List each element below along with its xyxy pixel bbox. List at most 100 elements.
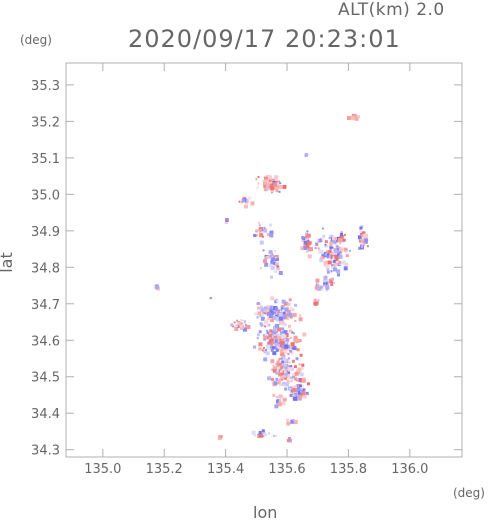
echo-pixel <box>278 190 281 193</box>
x-axis-ticks: 135.0 135.2 135.4 135.6 135.8 136.0 <box>84 63 428 477</box>
echo-pixel <box>263 432 267 436</box>
echo-pixel <box>323 282 326 285</box>
echo-pixel <box>290 394 293 397</box>
echo-pixel <box>275 309 278 312</box>
echo-pixel <box>281 363 286 368</box>
echo-pixel <box>237 324 241 327</box>
echo-pixel <box>361 233 365 237</box>
echo-pixel <box>270 183 274 187</box>
echo-pixel <box>321 238 324 241</box>
echo-pixel <box>300 388 303 391</box>
echo-pixel <box>288 304 291 307</box>
echo-pixel <box>257 306 260 310</box>
echo-pixel <box>336 247 339 250</box>
echo-pixel <box>275 317 280 322</box>
echo-pixel <box>292 346 297 351</box>
echo-pixel <box>322 234 326 238</box>
echo-pixel <box>219 435 223 439</box>
echo-pixel <box>298 384 302 388</box>
echo-pixel <box>268 324 271 327</box>
echo-pixel <box>280 341 285 345</box>
echo-pixel <box>270 318 274 323</box>
echo-pixel <box>259 233 264 238</box>
echo-pixel <box>288 367 293 372</box>
echo-pixel <box>282 356 285 359</box>
echo-pixel <box>282 311 286 315</box>
echo-pixel <box>324 240 328 244</box>
echo-pixel <box>306 233 311 238</box>
echo-pixel <box>286 349 289 351</box>
echo-pixel <box>274 256 278 260</box>
echo-pixel <box>271 368 274 371</box>
echo-pixel <box>338 254 343 259</box>
echo-pixel <box>326 255 330 259</box>
echo-pixel <box>315 242 318 245</box>
echo-pixel <box>270 359 275 364</box>
echo-pixel <box>276 265 279 268</box>
echo-pixel <box>299 314 302 317</box>
echo-pixel <box>240 319 244 323</box>
echo-pixel <box>296 389 300 393</box>
echo-pixel <box>278 394 283 399</box>
echo-pixel <box>298 363 301 366</box>
echo-pixel <box>305 391 309 395</box>
echo-pixel <box>319 285 323 289</box>
echo-pixel <box>321 253 325 256</box>
echo-pixel <box>242 327 247 332</box>
echo-pixel <box>274 175 279 180</box>
echo-pixel <box>298 339 302 343</box>
echo-pixel <box>253 345 256 349</box>
echo-pixel <box>273 306 277 310</box>
echo-pixel <box>301 391 306 396</box>
echo-pixel <box>361 231 365 235</box>
y-tick-label: 34.7 <box>31 298 60 313</box>
echo-pixel <box>307 239 310 242</box>
echo-pixel <box>251 430 256 435</box>
echo-pixel <box>318 284 321 287</box>
echo-pixel <box>348 249 351 252</box>
echo-pixel <box>263 347 265 350</box>
echo-pixel <box>288 324 291 328</box>
echo-pixel <box>331 240 335 243</box>
echo-pixel <box>277 180 281 184</box>
x-tick-label: 135.4 <box>207 462 244 477</box>
echo-pixel <box>283 330 288 335</box>
echo-pixel <box>336 245 339 248</box>
echo-pixel <box>286 421 291 426</box>
echo-pixel <box>300 247 304 251</box>
echo-pixel <box>288 361 291 364</box>
echo-pixel <box>278 316 283 321</box>
echo-pixel <box>286 313 290 317</box>
echo-pixel <box>329 234 334 239</box>
echo-pixel <box>264 262 269 267</box>
echo-pixel <box>267 336 272 341</box>
echo-pixel <box>276 371 279 374</box>
y-tick-label: 35.3 <box>31 79 60 94</box>
echo-pixel <box>276 363 281 368</box>
echo-pixel <box>305 243 310 248</box>
echo-pixel <box>271 377 274 381</box>
echo-pixel <box>327 260 332 265</box>
echo-pixel <box>273 346 277 350</box>
echo-pixel <box>257 311 262 316</box>
echo-pixel <box>283 384 286 387</box>
echo-pixel <box>288 312 293 317</box>
echo-pixel <box>291 386 293 389</box>
echo-pixel <box>309 247 313 252</box>
echo-pixel <box>323 275 328 280</box>
y-tick-label: 34.4 <box>31 407 60 422</box>
echo-pixel <box>260 316 265 321</box>
echo-pixel <box>234 327 239 331</box>
echo-pixel <box>357 235 362 240</box>
echo-pixel <box>266 343 271 348</box>
echo-pixel <box>292 387 297 392</box>
echo-pixel <box>346 116 351 120</box>
echo-pixel <box>262 349 264 352</box>
echo-pixel <box>255 229 259 233</box>
echo-pixel <box>299 372 304 377</box>
echo-pixel <box>359 226 363 230</box>
echo-pixel <box>270 186 275 191</box>
echo-pixel <box>256 336 259 339</box>
echo-pixel <box>290 376 293 379</box>
echo-pixel <box>269 230 274 235</box>
